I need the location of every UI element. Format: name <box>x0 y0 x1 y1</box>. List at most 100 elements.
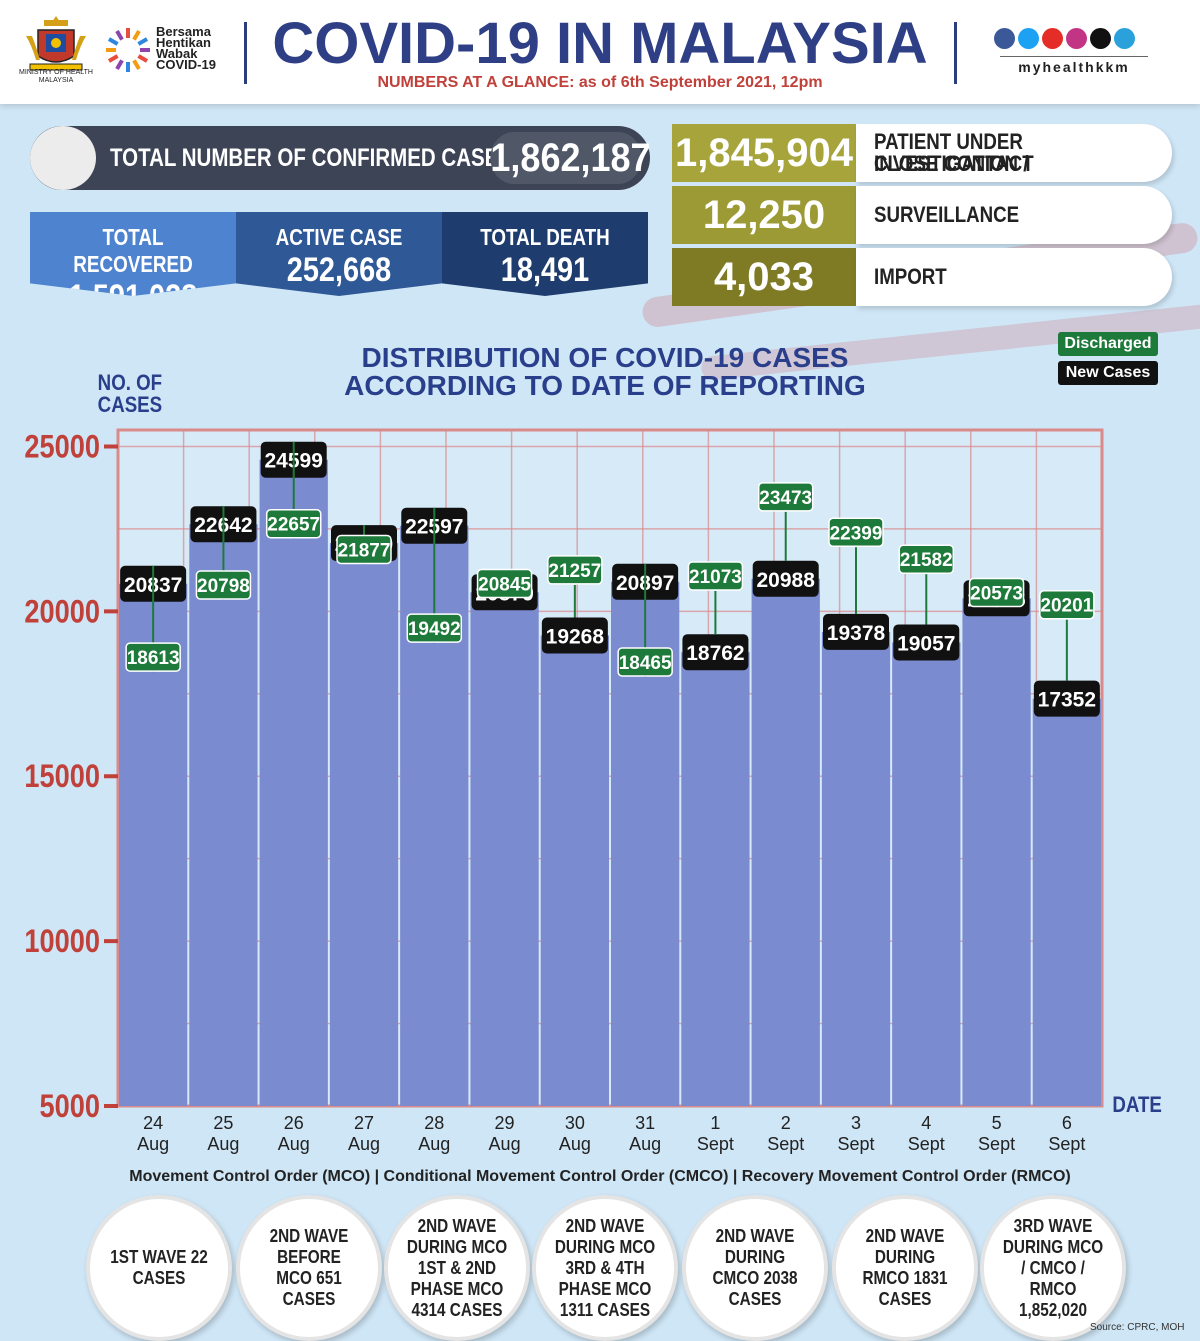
wave-text: 2ND WAVE DURING CMCO 2038 CASES <box>712 1226 798 1309</box>
social-handle[interactable]: myhealthkkm <box>1000 56 1148 75</box>
x-tick-label-month: Sept <box>908 1134 945 1154</box>
confirmed-value: 1,862,187 <box>490 132 651 184</box>
discharged-label: 20573 <box>970 583 1023 604</box>
discharged-label-bg <box>406 613 463 643</box>
new-cases-label: 20988 <box>757 569 816 592</box>
x-tick-label-month: Sept <box>767 1134 804 1154</box>
new-cases-label-bg <box>893 624 960 661</box>
twitter-icon[interactable] <box>1018 28 1039 49</box>
page-title: COVID-19 IN MALAYSIA <box>272 11 928 76</box>
y-axis-label-line: NO. OF <box>97 370 163 395</box>
active-card: ACTIVE CASE 252,668 <box>236 212 442 296</box>
bar-new-cases <box>470 592 539 1106</box>
discharged-label-bg <box>687 561 744 591</box>
death-value: 18,491 <box>500 251 590 289</box>
new-cases-label-bg <box>541 617 608 654</box>
wave-text: 3RD WAVE DURING MCO / CMCO / RMCO 1,852,… <box>1002 1215 1104 1320</box>
header-bar: MINISTRY OF HEALTH MALAYSIA Bersama Hent… <box>0 0 1200 104</box>
mco-legend-text: Movement Control Order (MCO) | Condition… <box>129 1168 1071 1185</box>
wave-text: 2ND WAVE DURING MCO 1ST & 2ND PHASE MCO … <box>406 1215 508 1320</box>
bar-new-cases <box>681 652 750 1106</box>
new-cases-label: 19378 <box>827 622 886 645</box>
subtitle-prefix: NUMBERS AT A GLANCE: <box>377 74 579 91</box>
bar-new-cases <box>751 578 820 1106</box>
discharged-label-bg <box>757 482 814 512</box>
campaign-label: Bersama Hentikan Wabak COVID-19 <box>156 25 236 72</box>
chart-canvas: 500010000150002000025000208371861324Aug2… <box>24 428 1104 1154</box>
page-subtitle: NUMBERS AT A GLANCE: as of 6th September… <box>260 74 940 92</box>
surveillance-label: SURVEILLANCE <box>856 186 1172 244</box>
death-card: TOTAL DEATH 18,491 <box>442 212 648 296</box>
youtube-icon[interactable] <box>1042 28 1063 49</box>
discharged-label: 21877 <box>338 540 391 561</box>
import-row: 4,033 IMPORT <box>672 248 1172 306</box>
bar-new-cases <box>821 631 891 1106</box>
wave-text: 2ND WAVE BEFORE MCO 651 CASES <box>269 1226 349 1309</box>
discharged-label: 20845 <box>478 575 531 596</box>
discharged-label-bg <box>336 534 392 565</box>
pui-row: 1,845,904 PATIENT UNDER INVESTIGATION / … <box>672 124 1172 182</box>
x-tick-label-month: Aug <box>348 1134 380 1154</box>
discharged-label: 21582 <box>900 550 953 571</box>
y-tick-label: 20000 <box>24 594 100 630</box>
x-tick-label-month: Sept <box>697 1134 734 1154</box>
x-tick-label-day: 30 <box>565 1113 585 1133</box>
tiktok-icon[interactable] <box>1090 28 1111 49</box>
discharged-label: 22399 <box>830 523 883 544</box>
x-tick-label-day: 27 <box>354 1113 374 1133</box>
wave-circle: 2ND WAVE DURING MCO 1ST & 2ND PHASE MCO … <box>384 1195 530 1341</box>
discharged-label-bg <box>828 517 884 548</box>
y-tick-label: 10000 <box>24 924 100 960</box>
new-cases-label-bg <box>682 634 749 671</box>
new-cases-label-bg <box>752 560 819 597</box>
new-cases-label-bg <box>823 613 889 650</box>
wave-circle: 1ST WAVE 22 CASES <box>86 1195 232 1341</box>
x-tick-label-month: Sept <box>978 1134 1015 1154</box>
social-icons <box>994 28 1154 52</box>
x-tick-label-day: 31 <box>635 1113 655 1133</box>
x-tick-label-month: Aug <box>629 1134 661 1154</box>
x-tick-label-day: 24 <box>143 1113 163 1133</box>
pui-label-line: CLOSE CONTACT <box>874 151 1034 176</box>
pui-label-line: PATIENT UNDER INVESTIGATION / <box>874 129 1029 176</box>
cases-chart: 5000 10000 15000 20000 25000 20837 18613 24 Aug 2… <box>0 320 1200 1170</box>
confirmed-cases-banner: TOTAL NUMBER OF CONFIRMED CASES 1,862,18… <box>30 126 651 190</box>
bar-new-cases <box>540 635 609 1106</box>
chart-title: ACCORDING TO DATE OF REPORTING <box>344 370 866 401</box>
campaign-sunburst-icon <box>106 28 150 72</box>
wave-circle: 3RD WAVE DURING MCO / CMCO / RMCO 1,852,… <box>980 1195 1126 1341</box>
y-axis-label: NO. OF CASES <box>98 372 162 416</box>
new-cases-label: 18762 <box>686 642 744 665</box>
x-tick-label-day: 3 <box>851 1113 861 1133</box>
legend-new-cases: New Cases <box>1058 361 1158 385</box>
x-tick-label-day: 6 <box>1062 1113 1072 1133</box>
surveillance-value: 12,250 <box>672 186 856 244</box>
pui-label: PATIENT UNDER INVESTIGATION / CLOSE CONT… <box>856 124 1172 182</box>
x-tick-label-day: 25 <box>213 1113 233 1133</box>
discharged-label: 23473 <box>759 488 812 509</box>
x-tick-label-day: 4 <box>921 1113 931 1133</box>
discharged-label-bg <box>968 577 1025 608</box>
facebook-icon[interactable] <box>994 28 1015 49</box>
x-tick-label-day: 2 <box>781 1113 791 1133</box>
pui-value: 1,845,904 <box>672 124 856 182</box>
y-tick-label: 15000 <box>24 759 100 795</box>
campaign-line: COVID-19 <box>156 57 216 72</box>
banner-circle <box>30 126 96 190</box>
discharged-label: 21073 <box>689 567 742 588</box>
recovered-label: TOTAL RECOVERED <box>73 224 193 277</box>
wave-circle: 2ND WAVE BEFORE MCO 651 CASES <box>236 1195 382 1341</box>
import-value: 4,033 <box>672 248 856 306</box>
x-tick-label-day: 29 <box>495 1113 515 1133</box>
bar-new-cases <box>892 642 961 1106</box>
telegram-icon[interactable] <box>1114 28 1135 49</box>
y-tick-label: 25000 <box>24 429 100 465</box>
discharged-label-bg <box>898 544 955 574</box>
bar-new-cases <box>189 524 258 1106</box>
import-label: IMPORT <box>856 248 1172 306</box>
new-cases-label: 17352 <box>1038 689 1096 712</box>
bar-new-cases <box>329 543 399 1106</box>
active-label: ACTIVE CASE <box>275 224 403 250</box>
wave-text: 2ND WAVE DURING RMCO 1831 CASES <box>862 1226 948 1309</box>
instagram-icon[interactable] <box>1066 28 1087 49</box>
